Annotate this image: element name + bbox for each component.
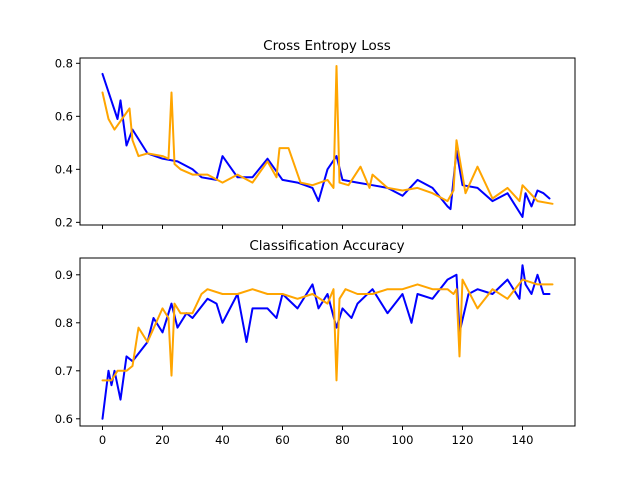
accuracy-axis-ticks: 0 20 40 60 80 100 120 140 0.6 0.7 0.8 0.9 — [55, 268, 534, 447]
loss-y-tick-label: 0.2 — [55, 215, 73, 229]
accuracy-y-tick-label: 0.9 — [55, 268, 73, 282]
loss-series-line-0 — [101, 72, 551, 218]
accuracy-plot-area — [79, 257, 576, 427]
loss-axis-ticks: 0.2 0.4 0.6 0.8 — [55, 56, 523, 229]
accuracy-x-tick-label: 140 — [512, 433, 534, 447]
loss-y-tick-label: 0.6 — [55, 109, 73, 123]
accuracy-x-tick-label: 80 — [335, 433, 350, 447]
accuracy-chart-title: Classification Accuracy — [249, 238, 404, 254]
loss-series-line-1 — [101, 65, 554, 205]
accuracy-y-tick-label: 0.8 — [55, 316, 73, 330]
accuracy-x-tick-label: 0 — [99, 433, 106, 447]
accuracy-x-tick-label: 60 — [275, 433, 290, 447]
accuracy-x-tick-label: 120 — [452, 433, 474, 447]
loss-chart-title: Cross Entropy Loss — [263, 38, 391, 54]
accuracy-x-tick-label: 40 — [215, 433, 230, 447]
accuracy-series-line-1 — [101, 278, 554, 382]
accuracy-x-tick-label: 20 — [155, 433, 170, 447]
loss-plot-area — [79, 57, 576, 226]
loss-y-tick-label: 0.4 — [55, 162, 73, 176]
accuracy-subplot: Classification Accuracy 0 20 40 60 80 100 120 1… — [55, 238, 576, 447]
accuracy-y-tick-label: 0.6 — [55, 412, 73, 426]
accuracy-x-tick-label: 100 — [392, 433, 414, 447]
accuracy-series-layer — [101, 264, 554, 420]
loss-y-tick-label: 0.8 — [55, 56, 73, 70]
loss-subplot: Cross Entropy Loss 0.2 0.4 0.6 0.8 — [55, 38, 576, 229]
loss-series-layer — [101, 65, 554, 218]
accuracy-y-tick-label: 0.7 — [55, 364, 73, 378]
